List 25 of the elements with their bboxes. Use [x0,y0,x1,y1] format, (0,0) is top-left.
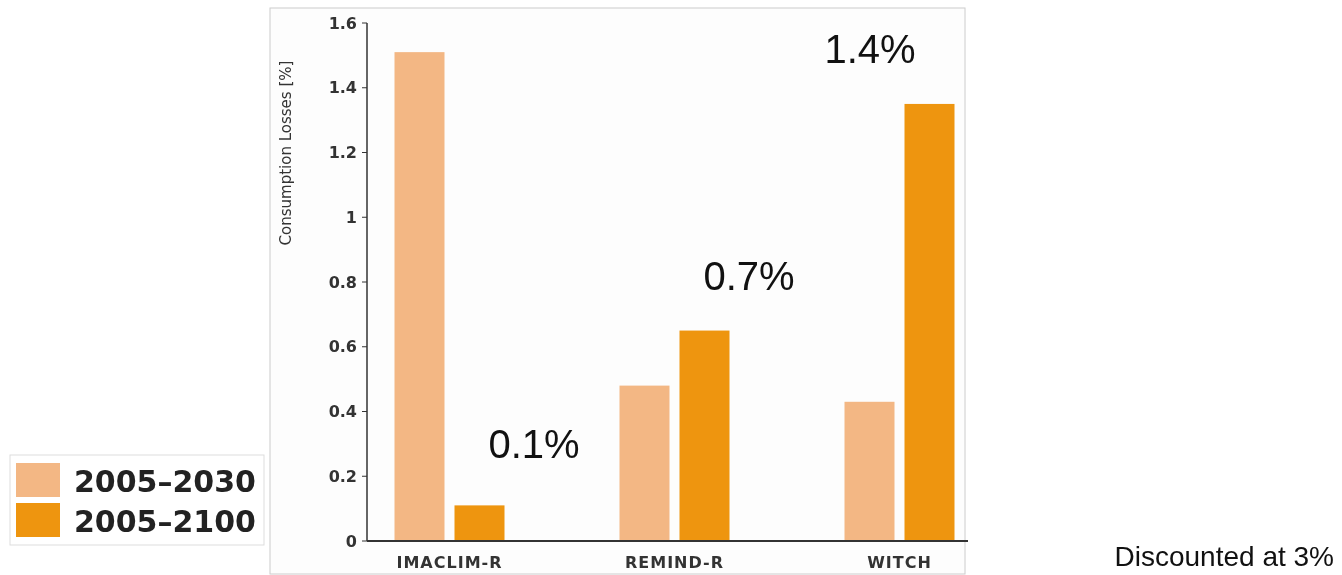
bar [394,52,445,541]
y-tick-label: 0.4 [328,402,357,422]
bar [904,103,955,541]
y-tick-label: 1 [345,207,357,227]
y-tick-label: 1.4 [328,78,357,98]
y-tick-label: 0.6 [328,337,357,357]
annotation: 0.1% [488,422,580,466]
bar [454,505,505,541]
bar [619,385,670,541]
x-tick-label: WITCH [867,553,932,572]
x-tick-label: REMIND-R [624,553,725,572]
bar [679,330,730,541]
y-tick-label: 0.8 [328,272,357,292]
bar [844,401,895,541]
y-tick-label: 0 [345,531,357,551]
annotation: 1.4% [824,27,916,71]
x-tick-label: IMACLIM-R [396,553,503,572]
text: Discounted at 3% [1114,541,1334,572]
y-tick-label: 1.6 [328,13,357,33]
y-tick-label: 1.2 [328,143,357,163]
annotation: 0.7% [703,254,795,298]
legend-label: 2005–2030 [74,464,256,499]
y-tick-label: 0.2 [328,466,357,486]
y-axis-title: Consumption Losses [%] [277,60,295,246]
legend-label: 2005–2100 [74,504,256,539]
